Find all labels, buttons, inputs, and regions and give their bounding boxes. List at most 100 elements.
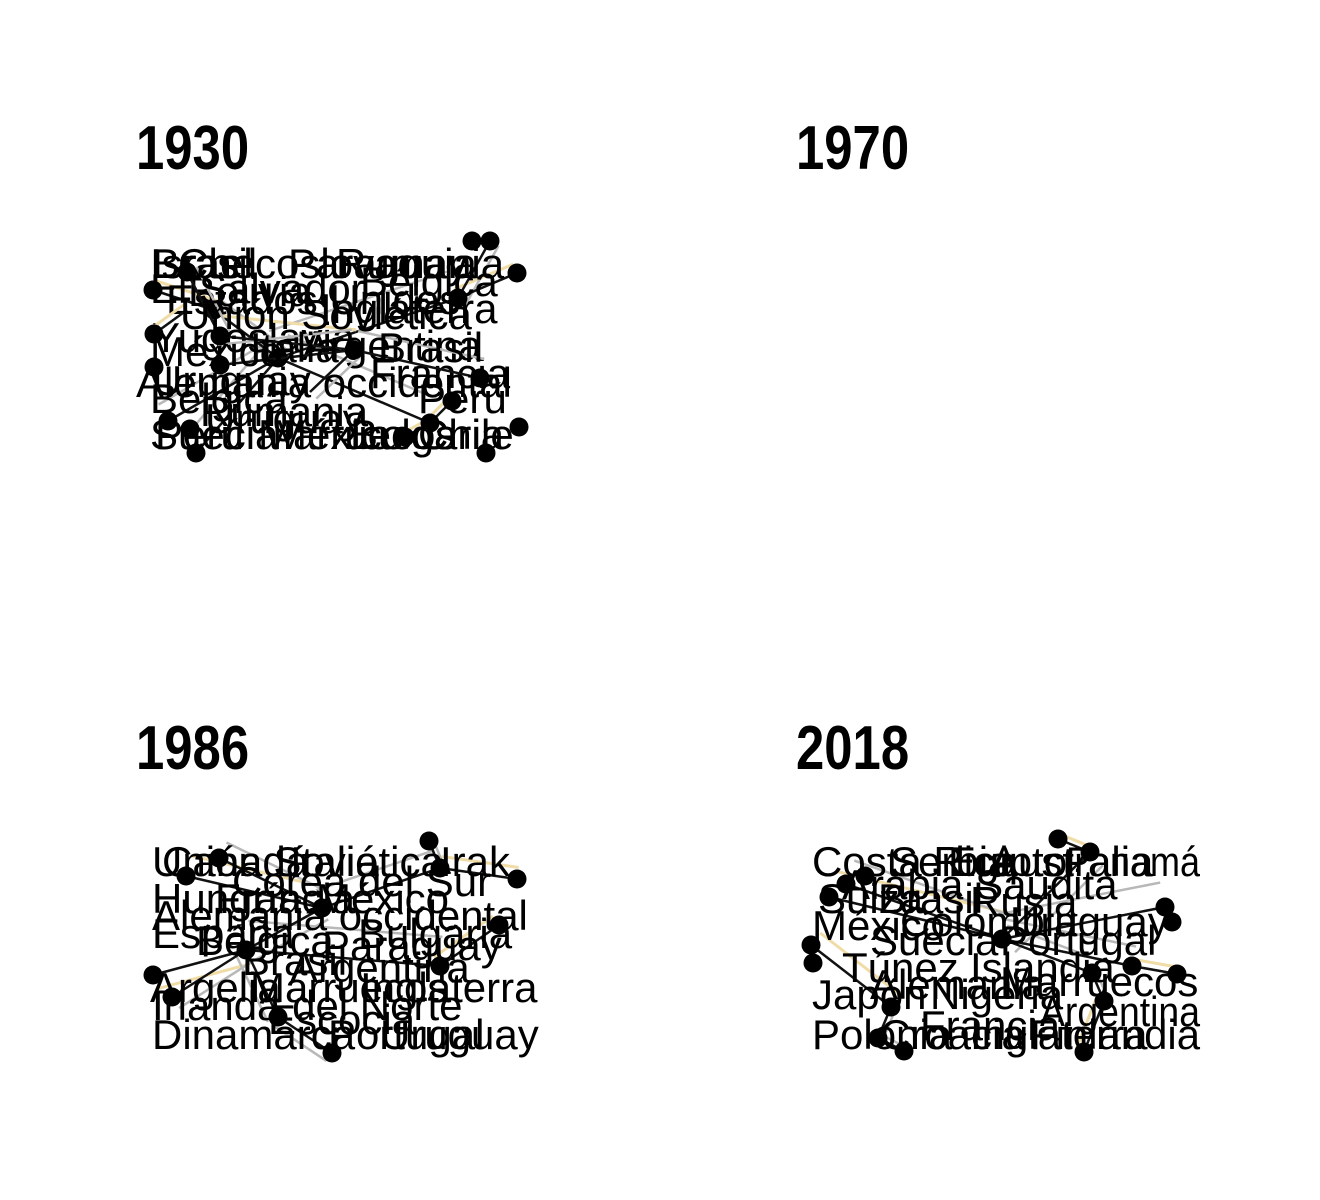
node [507, 869, 527, 889]
country-label: Finlandia [1030, 1011, 1201, 1058]
edge [1001, 937, 1133, 968]
panel-title: 1930 [136, 114, 250, 183]
country-label: Alemania occidental [152, 892, 528, 939]
country-label: Uruguay [205, 395, 364, 442]
country-label: Paraguay [322, 922, 502, 969]
edge-shadow [1005, 918, 1137, 948]
node [442, 391, 462, 411]
edge [1001, 905, 1166, 941]
node [1094, 991, 1114, 1011]
country-label: México [272, 411, 405, 458]
edge [219, 348, 355, 367]
country-label: Argentina [302, 322, 482, 369]
node [144, 357, 164, 377]
node [489, 915, 509, 935]
edge-shadow [234, 954, 270, 1023]
node [430, 956, 450, 976]
edge [309, 349, 355, 393]
node [210, 326, 230, 346]
node [509, 417, 529, 437]
edge [185, 271, 222, 337]
edge [277, 356, 431, 425]
edge [439, 923, 500, 968]
country-label: Rusia [970, 878, 1078, 925]
country-label: Bélgica [360, 258, 498, 305]
edge [1001, 937, 1093, 975]
edge-shadow [315, 355, 362, 400]
edge-shadow [248, 919, 443, 939]
edge-shadow [157, 340, 270, 406]
edge [277, 296, 459, 360]
node [1155, 897, 1175, 917]
node [868, 1028, 888, 1048]
country-label: Brasil [378, 324, 483, 371]
country-label: Alemania occidental [136, 359, 512, 406]
node [448, 288, 468, 308]
node [470, 368, 490, 388]
panel-title: 1970 [796, 114, 910, 183]
country-label: Unión Soviética [180, 291, 472, 338]
edge [245, 906, 323, 952]
edge [171, 948, 247, 999]
country-label: Inglaterra [360, 964, 538, 1011]
node [420, 413, 440, 433]
network-panel-2018: 2018 [660, 600, 1320, 1200]
country-label: Dinamarca [152, 1011, 356, 1058]
panel-title: 1986 [136, 714, 250, 783]
edge [321, 866, 441, 910]
node [180, 419, 200, 439]
country-label: México [316, 875, 449, 922]
node [430, 858, 450, 878]
edge-shadow [217, 328, 352, 347]
country-label: Australia [990, 838, 1154, 885]
network-panel-1986: 1986 [0, 600, 660, 1200]
edge-shadow [441, 854, 519, 869]
country-label: Francia [920, 1002, 1061, 1049]
node [801, 935, 821, 955]
country-label: Marruecos [250, 964, 448, 1011]
edge-shadow [155, 279, 218, 303]
edge-shadow [221, 314, 357, 332]
edge-shadow [1132, 957, 1179, 969]
edge-shadow [1074, 997, 1098, 1050]
node [1122, 956, 1142, 976]
node [177, 262, 197, 282]
country-label: Marruecos [258, 411, 456, 458]
edge [218, 856, 323, 910]
node [176, 866, 196, 886]
node [209, 848, 229, 868]
edge-shadow [225, 841, 331, 894]
country-label: Arabia Saudita [842, 861, 1118, 908]
country-label: Hungría [152, 875, 302, 922]
country-label: Uruguay [1010, 898, 1169, 945]
edge [244, 949, 280, 1018]
edge-shadow [220, 299, 286, 350]
edge-shadow [271, 1024, 328, 1063]
country-label: Unión Soviética [152, 838, 444, 885]
edge-shadow [1006, 924, 1098, 961]
edge-shadow [268, 269, 450, 333]
node [1074, 1042, 1094, 1062]
node [881, 997, 901, 1017]
node [395, 427, 415, 447]
country-label: Bélgica [150, 375, 288, 422]
network-2018: Costa RicaSerbiaEgiptoAustraliaPanamáAra… [801, 829, 1201, 1062]
country-label: Japón [812, 971, 926, 1018]
node [143, 280, 163, 300]
node [419, 831, 439, 851]
edge-shadow [315, 849, 435, 892]
country-label: Perú [418, 375, 507, 422]
node [1048, 829, 1068, 849]
node [462, 231, 482, 251]
edge [456, 240, 492, 299]
country-label: España [152, 910, 295, 957]
edge [845, 882, 1003, 941]
node [476, 443, 496, 463]
node [158, 411, 178, 431]
country-label: Nigeria [930, 971, 1064, 1018]
edge-shadow [357, 329, 485, 361]
edge-shadow [996, 881, 1161, 916]
